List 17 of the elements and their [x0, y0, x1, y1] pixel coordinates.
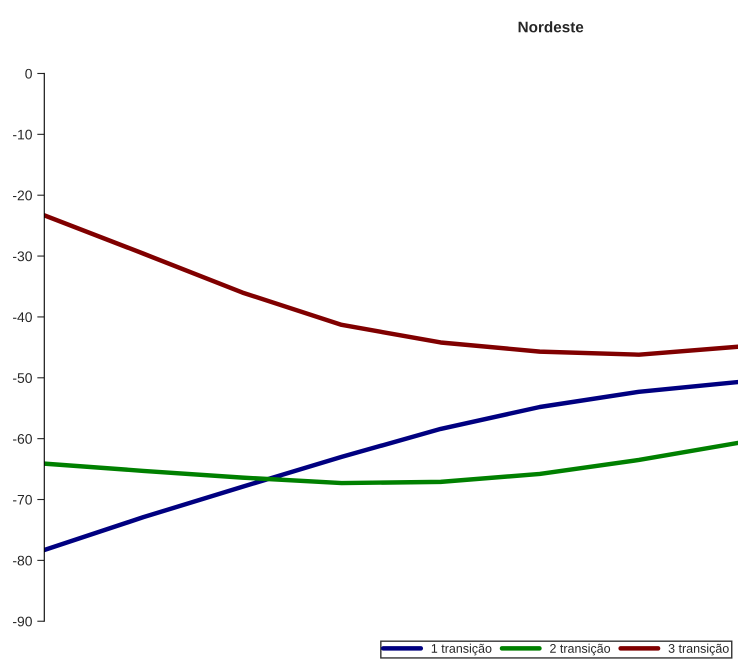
- line-series: [44, 213, 738, 357]
- y-tick-label: -70: [13, 494, 32, 505]
- y-tick-label: -20: [13, 190, 32, 200]
- chart-title: Nordeste: [518, 21, 584, 32]
- y-tick-label: 0: [25, 68, 32, 79]
- legend-label: 1 transição: [432, 644, 492, 656]
- y-tick-label: -50: [13, 373, 32, 383]
- line-series: [44, 380, 738, 552]
- y-tick-label: -30: [13, 251, 32, 262]
- legend-label: 2 transição: [550, 644, 610, 656]
- y-tick-label: -60: [13, 434, 32, 444]
- y-tick-label: -80: [13, 556, 32, 566]
- legend-label: 3 transição: [668, 644, 729, 656]
- line-series: [44, 440, 738, 486]
- y-tick-label: -90: [13, 616, 32, 626]
- y-tick-label: -40: [13, 312, 32, 322]
- y-tick-label: -10: [13, 130, 32, 140]
